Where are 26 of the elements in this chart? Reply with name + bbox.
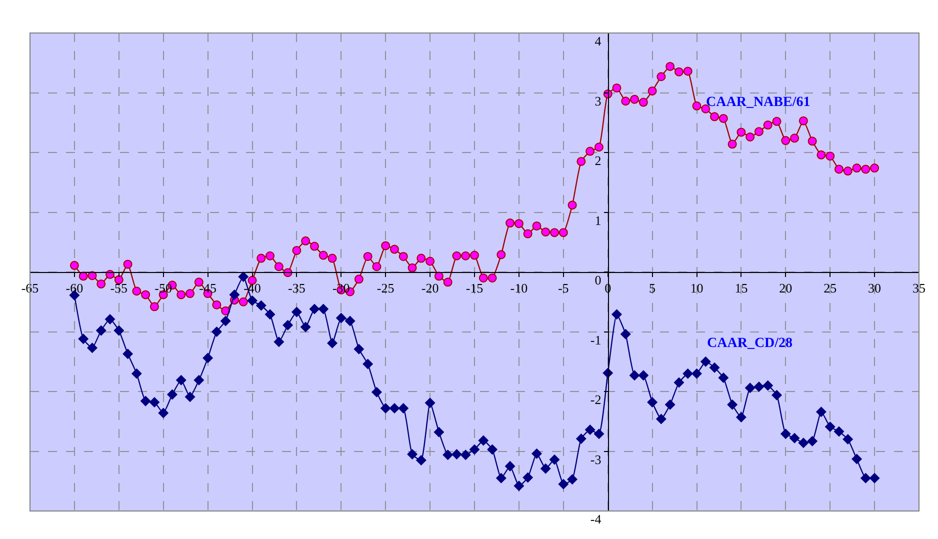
y-tick-label: 4 [594, 34, 602, 49]
x-tick-label: -20 [421, 280, 439, 296]
series-label: CAAR_CD/28 [707, 336, 793, 351]
x-tick-label: 35 [912, 280, 926, 296]
x-tick-label: -60 [66, 280, 84, 296]
y-tick-label: 1 [594, 212, 602, 228]
x-tick-label: -25 [376, 280, 394, 296]
x-tick-label: 25 [824, 280, 837, 296]
y-tick-label: 2 [594, 153, 602, 168]
x-tick-label: 15 [734, 280, 748, 296]
y-tick-label: -3 [590, 452, 602, 467]
y-tick-label: 3 [594, 93, 602, 108]
x-tick-label: 5 [649, 280, 656, 296]
x-tick-label: 10 [690, 280, 704, 296]
y-tick-label: -1 [590, 332, 602, 348]
x-tick-label: -10 [510, 280, 528, 296]
x-tick-label: -55 [110, 280, 128, 296]
x-tick-label: -15 [466, 280, 484, 296]
y-tick-label: -2 [590, 392, 602, 408]
x-tick-label: 20 [779, 280, 792, 296]
x-tick-label: 30 [868, 280, 882, 296]
x-tick-label: -30 [332, 280, 350, 296]
y-tick-label: -4 [590, 512, 602, 527]
x-tick-label: -35 [288, 280, 306, 296]
x-tick-label: -5 [558, 280, 569, 296]
series-label: CAAR_NABE/61 [706, 95, 810, 110]
